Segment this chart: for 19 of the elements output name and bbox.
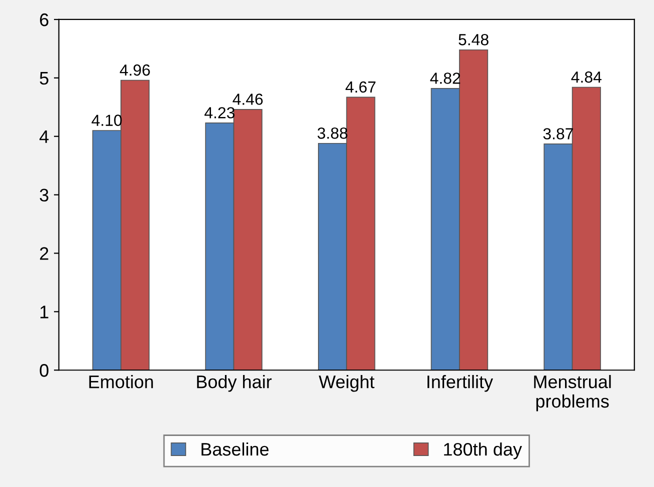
y-tick-label: 6 (40, 13, 48, 26)
data-label: 4.46 (232, 94, 263, 105)
data-label: 4.96 (120, 64, 150, 76)
data-label: 4.84 (571, 71, 602, 83)
x-tick-label: Body hair (197, 374, 272, 392)
y-tick-label: 4 (40, 130, 49, 143)
x-tick-label: Emotion (89, 374, 153, 388)
y-tick-label: 2 (40, 247, 48, 260)
x-tick-label: Infertility (428, 374, 494, 392)
data-label: 5.48 (458, 34, 488, 46)
x-tick-label: Menstrual problems (534, 374, 611, 412)
y-tick-label: 0 (40, 364, 48, 377)
y-tick-label: 1 (40, 306, 48, 318)
legend-label: 180th day (444, 442, 522, 460)
y-tick-label: 5 (40, 72, 48, 85)
x-tick-label: Weight (318, 374, 374, 392)
legend-label: Baseline (202, 442, 269, 456)
y-tick-label: 3 (40, 188, 48, 202)
data-label: 4.67 (346, 81, 376, 93)
